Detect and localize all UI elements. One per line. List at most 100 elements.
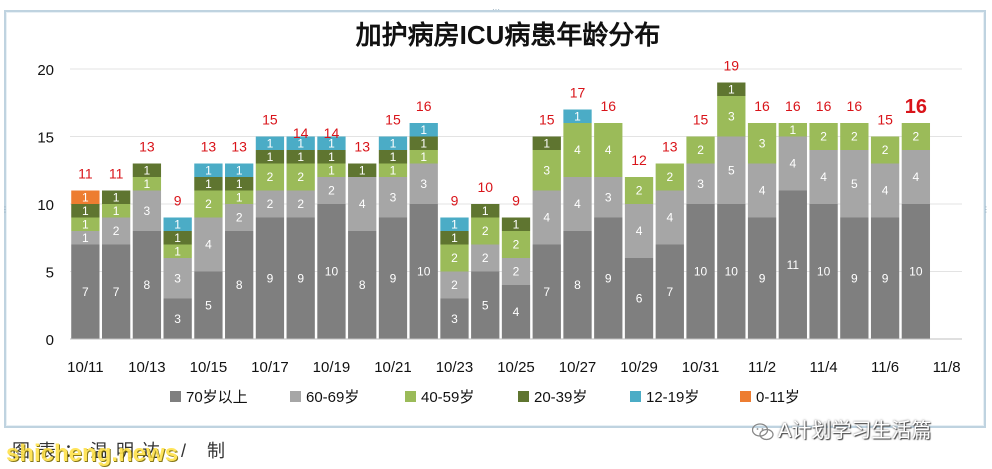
wechat-icon bbox=[752, 423, 774, 440]
total-label: 19 bbox=[724, 58, 740, 74]
segment-label: 9 bbox=[267, 271, 274, 285]
resize-handle-left[interactable]: ⋮ bbox=[1, 205, 9, 214]
legend-label: 20-39岁 bbox=[534, 389, 587, 406]
bar-segment bbox=[717, 204, 746, 339]
segment-label: 4 bbox=[543, 211, 550, 225]
bar-segment bbox=[624, 177, 654, 204]
x-tick-label: 11/4 bbox=[810, 359, 838, 376]
resize-handle-top[interactable]: ··· bbox=[492, 5, 500, 14]
segment-label: 2 bbox=[297, 170, 304, 184]
legend-label: 0-11岁 bbox=[756, 389, 800, 406]
total-label: 15 bbox=[262, 112, 278, 128]
segment-label: 2 bbox=[636, 184, 643, 198]
bar-segment bbox=[378, 217, 408, 339]
bar-segment bbox=[194, 271, 223, 339]
segment-label: 9 bbox=[882, 271, 889, 285]
bar-segment bbox=[163, 217, 192, 231]
segment-label: 1 bbox=[267, 136, 274, 150]
segment-label: 2 bbox=[913, 130, 920, 144]
segment-label: 3 bbox=[697, 177, 704, 191]
bar-segment bbox=[901, 204, 931, 339]
segment-label: 1 bbox=[328, 136, 335, 150]
bar-segment bbox=[378, 150, 408, 164]
segment-label: 3 bbox=[759, 136, 766, 150]
bar-segment bbox=[286, 163, 315, 191]
total-label: 15 bbox=[539, 112, 555, 128]
total-label: 10 bbox=[477, 179, 493, 195]
bar-segment bbox=[563, 109, 592, 123]
bar-segment bbox=[624, 204, 654, 258]
bar-segment bbox=[409, 163, 438, 204]
segment-label: 2 bbox=[451, 251, 458, 265]
segment-label: 1 bbox=[328, 150, 335, 164]
legend-label: 40-59岁 bbox=[421, 389, 474, 406]
segment-label: 7 bbox=[543, 285, 550, 299]
bar-segment bbox=[409, 123, 438, 137]
bar-segment bbox=[286, 150, 315, 164]
segment-label: 2 bbox=[236, 211, 243, 225]
bar-segment bbox=[225, 190, 254, 204]
segment-label: 1 bbox=[267, 150, 274, 164]
segment-label: 1 bbox=[82, 204, 89, 218]
bar-segment bbox=[101, 190, 131, 204]
bar-segment bbox=[717, 82, 746, 96]
bar-segment bbox=[440, 244, 469, 272]
bar-segment bbox=[348, 231, 377, 339]
total-label: 15 bbox=[693, 112, 709, 128]
total-label: 15 bbox=[877, 112, 893, 128]
bar-segment bbox=[317, 163, 346, 177]
bar-segment bbox=[132, 231, 162, 339]
segment-label: 1 bbox=[420, 136, 427, 150]
bar-segment bbox=[501, 258, 531, 285]
segment-label: 1 bbox=[236, 177, 243, 191]
bar-segment bbox=[101, 244, 131, 339]
segment-label: 9 bbox=[851, 271, 858, 285]
resize-handle-right[interactable]: ⋮ bbox=[982, 205, 990, 214]
bar-segment bbox=[686, 163, 715, 204]
bar-segment bbox=[378, 177, 408, 218]
segment-label: 7 bbox=[666, 285, 673, 299]
segment-label: 6 bbox=[636, 292, 643, 306]
segment-label: 1 bbox=[728, 82, 735, 96]
segment-label: 2 bbox=[820, 130, 827, 144]
bar-segment bbox=[747, 163, 777, 218]
segment-label: 11 bbox=[787, 258, 800, 272]
bar-segment bbox=[255, 150, 285, 164]
total-label: 16 bbox=[416, 98, 432, 114]
segment-label: 2 bbox=[666, 170, 673, 184]
segment-label: 4 bbox=[636, 224, 643, 238]
bar-segment bbox=[840, 150, 869, 218]
bar-segment bbox=[409, 150, 438, 164]
bar-segment bbox=[163, 244, 192, 258]
x-tick-label: 10/29 bbox=[620, 359, 658, 376]
bar-segment bbox=[255, 136, 285, 150]
bar-segment bbox=[778, 123, 807, 137]
segment-label: 1 bbox=[113, 204, 120, 218]
segment-label: 1 bbox=[174, 231, 181, 245]
bar-segment bbox=[440, 217, 469, 231]
bar-segment bbox=[286, 217, 315, 339]
segment-label: 4 bbox=[820, 170, 827, 184]
segment-label: 4 bbox=[913, 170, 920, 184]
segment-label: 10 bbox=[725, 265, 739, 279]
total-label: 11 bbox=[78, 166, 93, 182]
segment-label: 5 bbox=[728, 163, 735, 177]
bar-segment bbox=[563, 231, 592, 339]
bar-segment bbox=[255, 163, 285, 191]
bar-segment bbox=[286, 190, 315, 218]
bar-segment bbox=[655, 244, 684, 339]
total-label: 14 bbox=[324, 125, 340, 141]
bar-segment bbox=[225, 204, 254, 231]
bar-segment bbox=[194, 217, 223, 272]
total-label: 17 bbox=[570, 85, 586, 101]
segment-label: 1 bbox=[113, 190, 120, 204]
bar-segment bbox=[870, 217, 900, 339]
x-tick-label: 10/27 bbox=[559, 359, 597, 376]
segment-label: 3 bbox=[543, 163, 550, 177]
bar-segment bbox=[778, 190, 807, 339]
bar-segment bbox=[655, 190, 684, 245]
legend-swatch bbox=[405, 391, 416, 402]
segment-label: 10 bbox=[325, 265, 339, 279]
bar-segment bbox=[317, 177, 346, 204]
